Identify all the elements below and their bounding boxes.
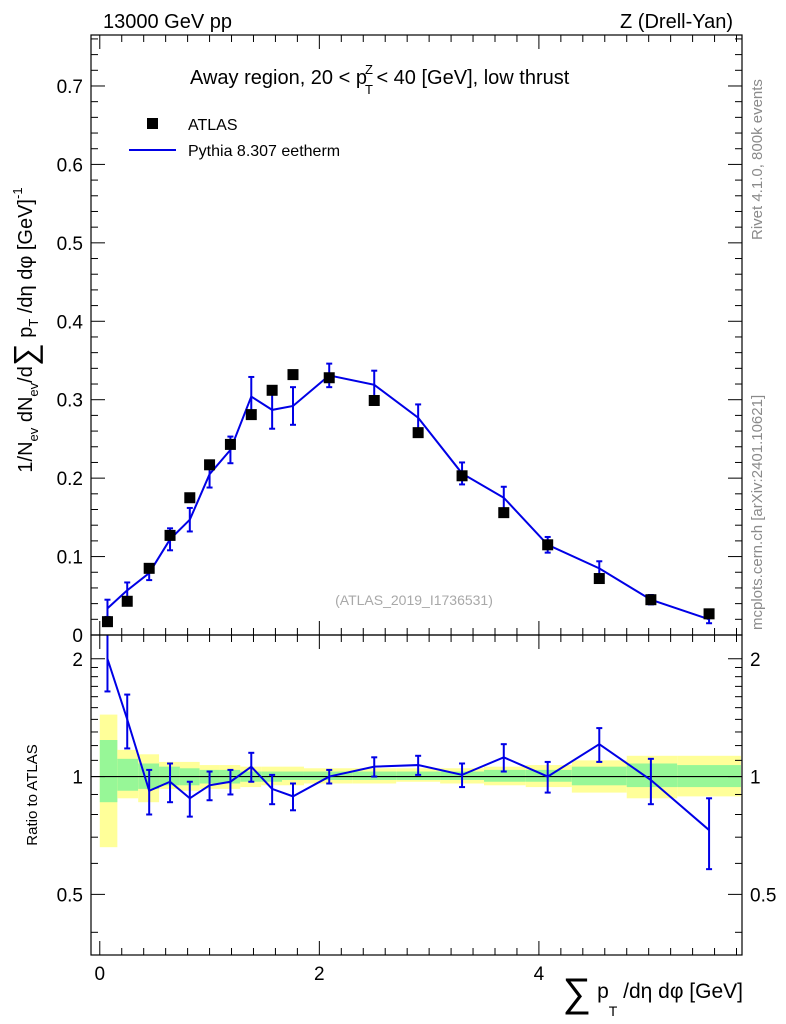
ratio-inner-band bbox=[282, 771, 304, 780]
atlas-data-point bbox=[101, 616, 113, 628]
atlas-data-point bbox=[593, 573, 605, 585]
atlas-data-point bbox=[645, 594, 657, 606]
atlas-data-point bbox=[224, 438, 236, 450]
ratio-inner-band bbox=[117, 758, 139, 791]
ratio-panel: 0.5 0.5 1 1 2 2 0 2 4 Ratio to ATLAS ∑ pT /dη dφ … bbox=[24, 634, 776, 1019]
plot-title: Away region, 20 < pZ T < 40 [GeV], low th… bbox=[190, 62, 570, 97]
main-y-tick-label: 0.6 bbox=[57, 155, 83, 176]
x-tick-label: 2 bbox=[314, 964, 325, 985]
ratio-y-tick-label: 2 bbox=[72, 650, 83, 671]
ratio-y-tick-label-right: 0.5 bbox=[750, 885, 776, 906]
legend-atlas-label: ATLAS bbox=[188, 117, 238, 134]
atlas-data-point bbox=[323, 372, 335, 384]
ratio-mc-series bbox=[104, 635, 713, 871]
analysis-id-label: (ATLAS_2019_I1736531) bbox=[335, 592, 493, 608]
legend-atlas-marker bbox=[147, 118, 158, 129]
atlas-data-point bbox=[245, 409, 257, 421]
atlas-data-point bbox=[368, 394, 380, 406]
main-y-tick-label: 0.3 bbox=[57, 391, 83, 412]
ratio-inner-band bbox=[484, 769, 526, 782]
main-data-series bbox=[101, 369, 715, 628]
ratio-plot-frame bbox=[90, 634, 743, 956]
atlas-data-point bbox=[542, 539, 554, 551]
x-tick-label: 0 bbox=[94, 964, 105, 985]
main-y-tick-label: 0.4 bbox=[57, 312, 84, 333]
ratio-inner-band bbox=[99, 740, 118, 803]
ratio-axes: 0.5 0.5 1 1 2 2 0 2 4 bbox=[57, 635, 776, 985]
atlas-data-point bbox=[412, 427, 424, 439]
main-y-axis-title: 1/Nev dNev/d∑ pT /dη dφ [GeV]-1 bbox=[7, 187, 43, 472]
main-panel: 0 0.1 0.2 0.3 0.4 0.5 0.6 0.7 Away region, 20 <… bbox=[7, 34, 743, 647]
atlas-data-point bbox=[121, 595, 133, 607]
atlas-data-point bbox=[164, 529, 176, 541]
ratio-y-tick-label-right: 1 bbox=[750, 768, 761, 789]
main-plot-frame bbox=[90, 34, 743, 636]
ratio-inner-band bbox=[626, 763, 678, 788]
ratio-inner-band bbox=[303, 771, 353, 780]
main-y-tick-label: 0.1 bbox=[57, 548, 83, 569]
ratio-pythia-curve bbox=[106, 658, 710, 831]
process-label: Z (Drell-Yan) bbox=[620, 11, 733, 33]
legend: ATLAS Pythia 8.307 eetherm bbox=[129, 117, 340, 160]
x-tick-label: 4 bbox=[534, 964, 545, 985]
atlas-data-point bbox=[204, 459, 216, 471]
atlas-data-point bbox=[287, 369, 299, 381]
ratio-y-axis-title: Ratio to ATLAS bbox=[24, 744, 41, 845]
ratio-y-tick-label: 0.5 bbox=[57, 885, 83, 906]
atlas-data-point bbox=[266, 384, 278, 396]
ratio-y-tick-label: 1 bbox=[72, 768, 83, 789]
atlas-data-point bbox=[703, 608, 715, 620]
atlas-data-point bbox=[184, 492, 196, 504]
ratio-y-tick-label-right: 2 bbox=[750, 650, 761, 671]
mcplots-reference-label: mcplots.cern.ch [arXiv:2401.10621] bbox=[749, 395, 766, 630]
main-y-tick-label: 0.5 bbox=[57, 234, 83, 255]
main-y-tick-label: 0.2 bbox=[57, 469, 83, 490]
ratio-uncertainty-bands bbox=[99, 714, 741, 848]
rivet-version-label: Rivet 4.1.0, 800k events bbox=[749, 79, 766, 240]
main-axes: 0 0.1 0.2 0.3 0.4 0.5 0.6 0.7 bbox=[57, 35, 742, 647]
atlas-data-point bbox=[498, 507, 510, 519]
main-y-tick-label: 0.7 bbox=[57, 77, 83, 98]
atlas-data-point bbox=[456, 470, 468, 482]
atlas-data-point bbox=[143, 562, 155, 574]
main-y-tick-label: 0 bbox=[72, 626, 83, 647]
collision-energy-label: 13000 GeV pp bbox=[103, 11, 232, 33]
x-axis-title: ∑ pT /dη dφ [GeV] bbox=[563, 971, 743, 1019]
legend-pythia-label: Pythia 8.307 eetherm bbox=[188, 143, 340, 160]
